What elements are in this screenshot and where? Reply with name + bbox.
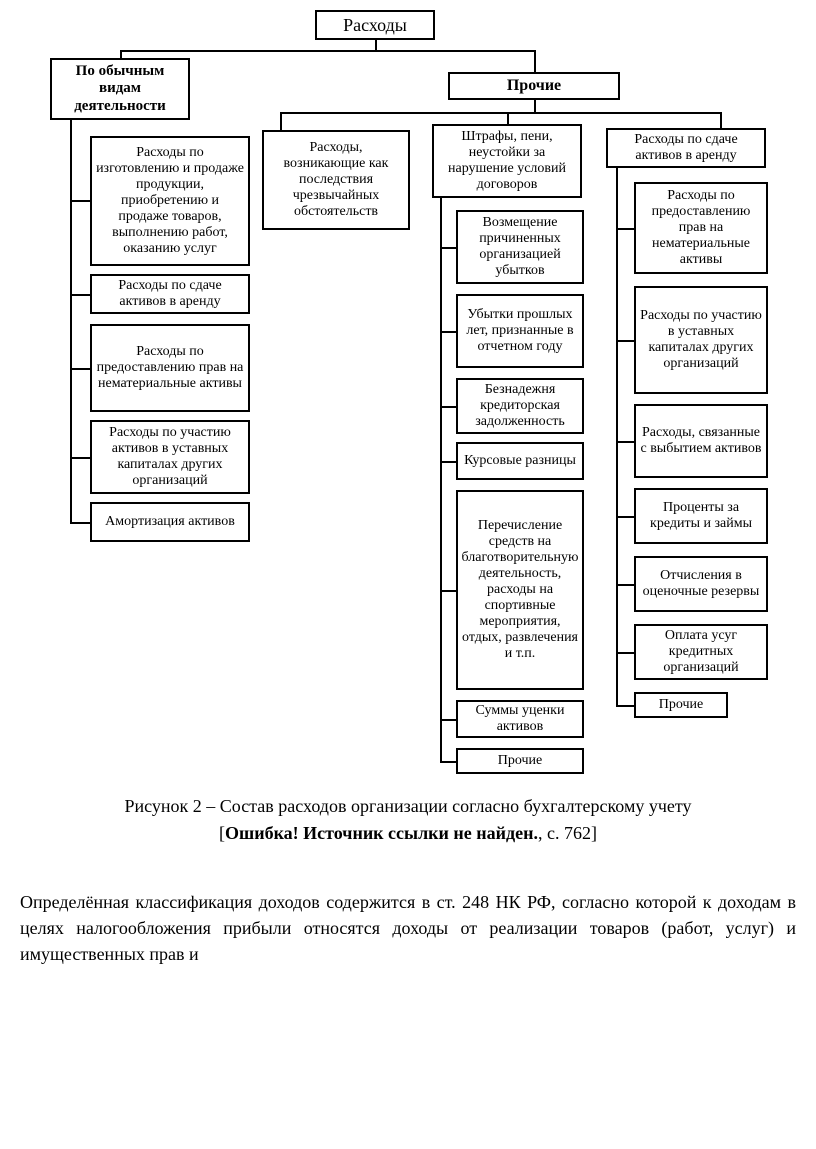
connector-line (440, 331, 456, 333)
connector-line (440, 406, 456, 408)
node-n_oth: Прочие (448, 72, 620, 100)
connector-line (616, 441, 634, 443)
figure-caption: Рисунок 2 – Состав расходов организации … (20, 796, 796, 844)
node-r6: Оплата усуг кредитных организаций (634, 624, 768, 680)
connector-line (70, 294, 90, 296)
node-p3: Расходы по сдаче активов в аренду (606, 128, 766, 168)
connector-line (70, 522, 90, 524)
connector-line (616, 340, 634, 342)
node-n_ord: По обычным видам деятельности (50, 58, 190, 120)
node-o3: Расходы по предоставлению прав на немате… (90, 324, 250, 412)
node-o4: Расходы по участию активов в уставных ка… (90, 420, 250, 494)
connector-line (616, 584, 634, 586)
node-s6: Суммы уценки активов (456, 700, 584, 738)
node-r3: Расходы, связанные с выбытием активов (634, 404, 768, 478)
expenses-tree-diagram: Расходы По обычным видам деятельности Проч… (20, 10, 796, 778)
node-r4: Проценты за кредиты и займы (634, 488, 768, 544)
node-s5: Перечисление средств на благотворительну… (456, 490, 584, 690)
node-r1: Расходы по предоставлению прав на немате… (634, 182, 768, 274)
connector-line (616, 168, 618, 705)
node-p2: Штрафы, пени, неустойки за нарушение усл… (432, 124, 582, 198)
connector-line (120, 50, 122, 58)
connector-line (440, 719, 456, 721)
connector-line (720, 112, 722, 128)
connector-line (280, 112, 720, 114)
connector-line (440, 198, 442, 761)
connector-line (70, 368, 90, 370)
node-s1: Возмещение причиненных организацией убыт… (456, 210, 584, 284)
connector-line (534, 100, 536, 112)
connector-line (616, 516, 634, 518)
node-o5: Амортизация активов (90, 502, 250, 542)
node-s4: Курсовые разницы (456, 442, 584, 480)
connector-line (616, 228, 634, 230)
connector-line (375, 40, 377, 50)
body-paragraph: Определённая классификация доходов содер… (20, 889, 796, 967)
connector-line (616, 652, 634, 654)
connector-line (70, 457, 90, 459)
connector-line (440, 247, 456, 249)
connector-line (280, 112, 282, 130)
connector-line (440, 461, 456, 463)
connector-line (440, 761, 456, 763)
node-o2: Расходы по сдаче активов в аренду (90, 274, 250, 314)
node-o1: Расходы по изготовлению и продаже продук… (90, 136, 250, 266)
connector-line (507, 112, 509, 124)
connector-line (70, 120, 72, 522)
node-p1: Расходы, возникающие как последствия чре… (262, 130, 410, 230)
node-root: Расходы (315, 10, 435, 40)
connector-line (616, 705, 634, 707)
caption-title: Рисунок 2 – Состав расходов организации … (20, 796, 796, 817)
connector-line (534, 50, 536, 72)
node-s7: Прочие (456, 748, 584, 774)
node-s2: Убытки прошлых лет, признанные в отчетно… (456, 294, 584, 368)
connector-line (120, 50, 534, 52)
node-r7: Прочие (634, 692, 728, 718)
caption-reference: [Ошибка! Источник ссылки не найден., с. … (20, 823, 796, 844)
node-s3: Безнадежня кредиторская задолженность (456, 378, 584, 434)
connector-line (440, 590, 456, 592)
connector-line (70, 200, 90, 202)
node-r2: Расходы по участию в уставных капиталах … (634, 286, 768, 394)
node-r5: Отчисления в оценочные резервы (634, 556, 768, 612)
